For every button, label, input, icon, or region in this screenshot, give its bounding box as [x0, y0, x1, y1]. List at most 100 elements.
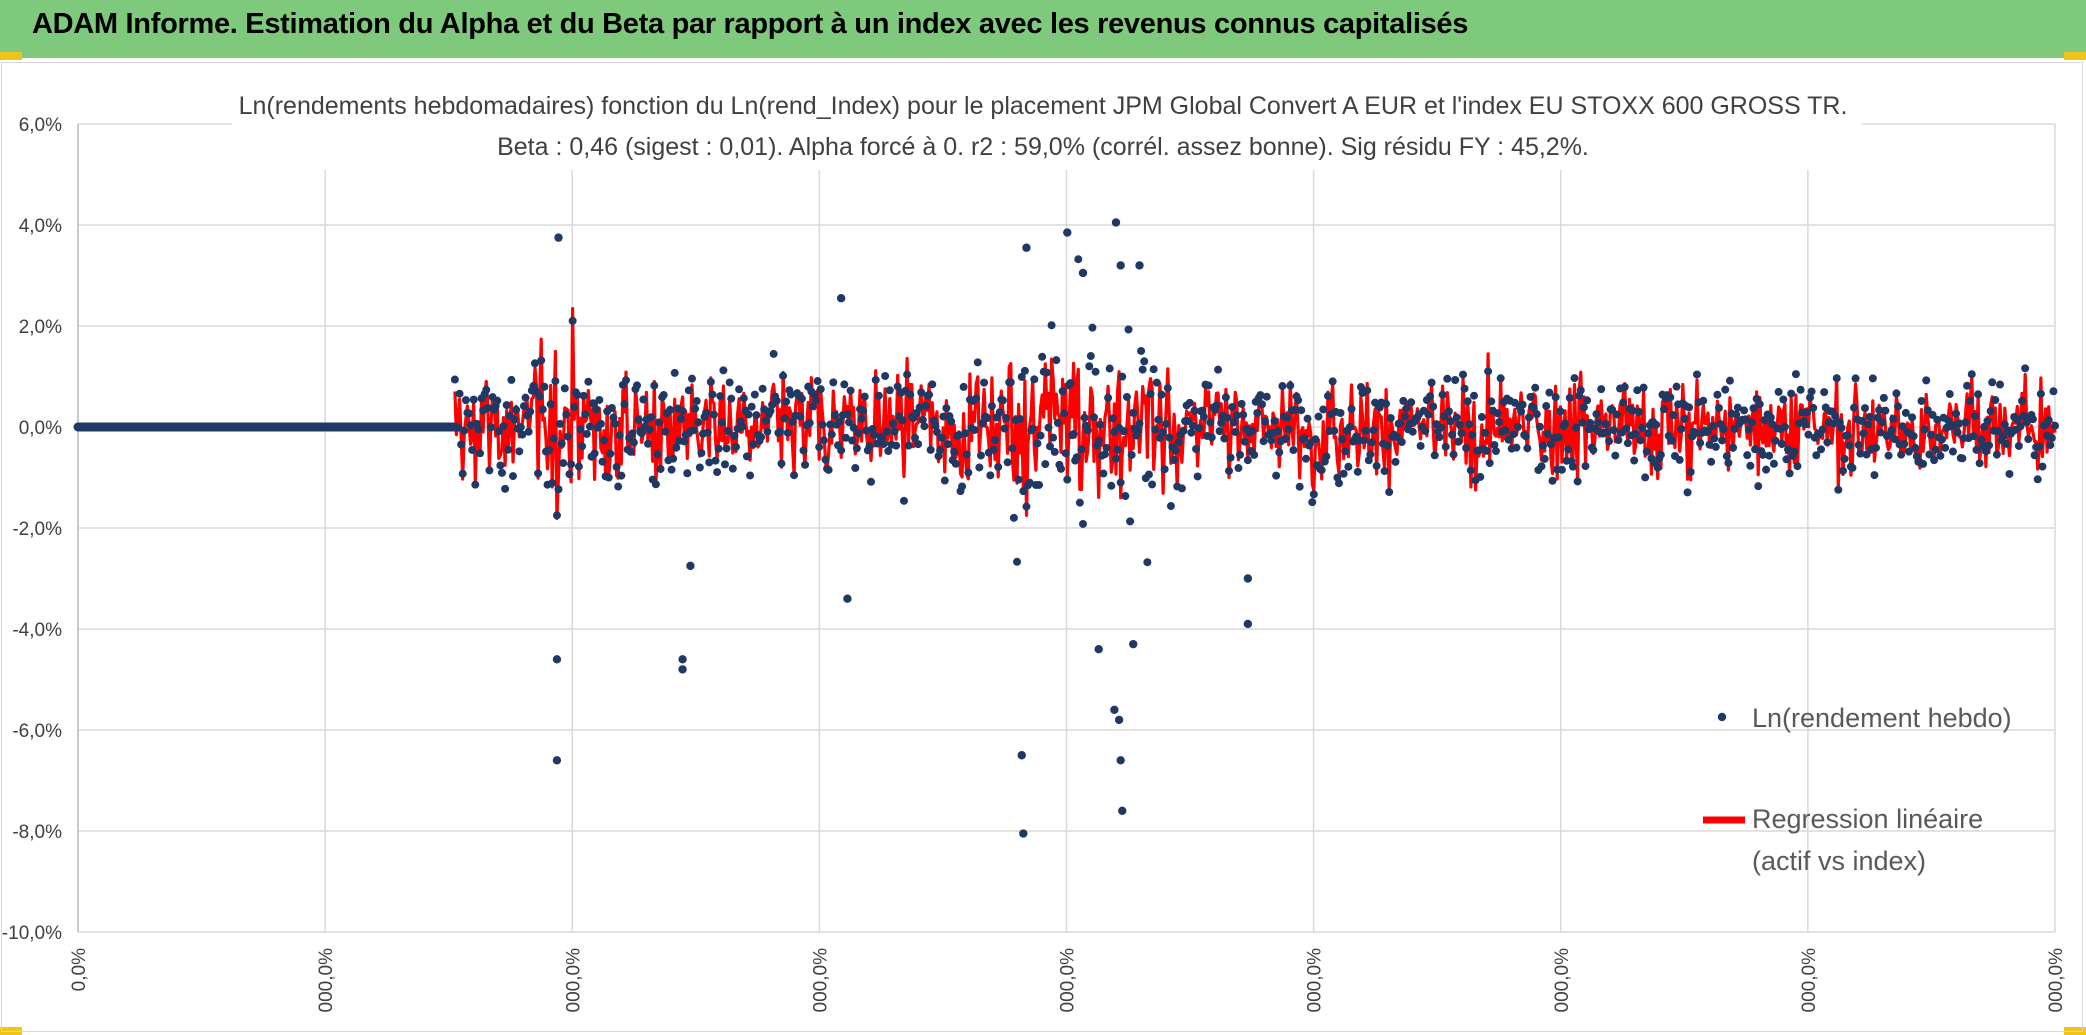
data-point	[559, 459, 568, 468]
data-point	[2035, 442, 2044, 451]
data-point	[1672, 382, 1681, 391]
data-point	[808, 402, 817, 411]
data-point	[2000, 420, 2009, 429]
data-point	[1850, 403, 1859, 412]
data-point	[1985, 441, 1994, 450]
data-point	[1049, 433, 1058, 442]
data-point	[1366, 450, 1375, 459]
data-point	[1636, 436, 1645, 445]
data-point	[1185, 398, 1194, 407]
data-point	[866, 477, 875, 486]
data-point	[496, 461, 505, 470]
data-point-outlier	[1116, 756, 1125, 765]
data-point	[884, 447, 893, 456]
data-point	[1256, 391, 1265, 400]
data-point	[1831, 411, 1840, 420]
data-point	[622, 376, 631, 385]
data-point	[1283, 413, 1292, 422]
data-point	[1240, 437, 1249, 446]
data-point	[783, 428, 792, 437]
data-point	[1860, 404, 1869, 413]
data-point	[819, 436, 828, 445]
data-point	[1769, 459, 1778, 468]
data-point	[708, 390, 717, 399]
data-point	[758, 384, 767, 393]
data-point	[1890, 435, 1899, 444]
data-point	[730, 431, 739, 440]
data-point	[972, 394, 981, 403]
data-point	[1529, 404, 1538, 413]
data-point-outlier	[1243, 574, 1253, 583]
data-point	[1594, 418, 1603, 427]
data-point	[1722, 452, 1731, 461]
returns-series	[73, 218, 2059, 838]
data-point	[1719, 425, 1728, 434]
data-point	[989, 445, 998, 454]
data-point	[1399, 396, 1408, 405]
data-point	[980, 378, 989, 387]
data-point	[1881, 406, 1890, 415]
data-point	[964, 468, 973, 477]
data-point	[1592, 410, 1601, 419]
data-point	[1879, 393, 1888, 402]
data-point	[1919, 459, 1928, 468]
data-point	[796, 412, 805, 421]
data-point	[799, 446, 808, 455]
data-point	[1336, 408, 1345, 417]
data-point	[518, 430, 527, 439]
data-point	[556, 419, 565, 428]
data-point-outlier	[836, 294, 846, 303]
data-point	[1013, 557, 1022, 566]
data-point	[1003, 458, 1012, 467]
data-point	[1165, 433, 1174, 442]
data-point	[1493, 409, 1502, 418]
data-point	[1289, 446, 1298, 455]
data-point	[1221, 393, 1230, 402]
data-point	[1806, 393, 1815, 402]
data-point	[738, 422, 747, 431]
data-point	[576, 425, 585, 434]
data-point	[1465, 420, 1474, 429]
data-point	[950, 447, 959, 456]
data-point	[592, 405, 601, 414]
data-point	[1620, 382, 1629, 391]
data-point	[1259, 437, 1268, 446]
axis-labels: 6,0% 4,0% 2,0% 0,0% -2,0% -4,0% -6,0% -8,0% -10,…	[2, 115, 2067, 1012]
data-point	[1466, 466, 1475, 475]
data-point	[1146, 389, 1155, 398]
data-point	[777, 459, 786, 468]
data-point	[1396, 419, 1405, 428]
data-point	[656, 464, 665, 473]
data-point	[874, 391, 883, 400]
data-point	[469, 395, 478, 404]
data-point	[1215, 427, 1224, 436]
data-point	[1832, 374, 1841, 383]
data-point-outlier	[1111, 218, 1121, 227]
data-point	[1477, 413, 1486, 422]
data-point	[1513, 422, 1522, 431]
data-point	[1463, 397, 1472, 406]
data-point	[1444, 407, 1453, 416]
data-point	[483, 403, 492, 412]
data-point	[903, 370, 912, 379]
data-point	[851, 463, 860, 472]
data-point	[1303, 414, 1312, 423]
data-point	[1837, 423, 1846, 432]
data-point	[714, 444, 723, 453]
data-point	[865, 442, 874, 451]
data-point	[720, 460, 729, 469]
data-point	[475, 449, 484, 458]
data-point	[1667, 436, 1676, 445]
data-point	[1424, 410, 1433, 419]
data-point	[711, 456, 720, 465]
data-point	[1740, 406, 1749, 415]
data-point	[1100, 450, 1109, 459]
y-tick-label: -6,0%	[12, 721, 62, 742]
data-point	[1261, 417, 1270, 426]
data-point	[1561, 419, 1570, 428]
data-point	[585, 422, 594, 431]
data-point	[493, 396, 502, 405]
data-point	[812, 396, 821, 405]
data-point	[474, 425, 483, 434]
data-point	[1083, 426, 1092, 435]
